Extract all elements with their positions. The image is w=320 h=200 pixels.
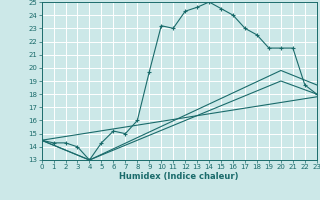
X-axis label: Humidex (Indice chaleur): Humidex (Indice chaleur) — [119, 172, 239, 181]
